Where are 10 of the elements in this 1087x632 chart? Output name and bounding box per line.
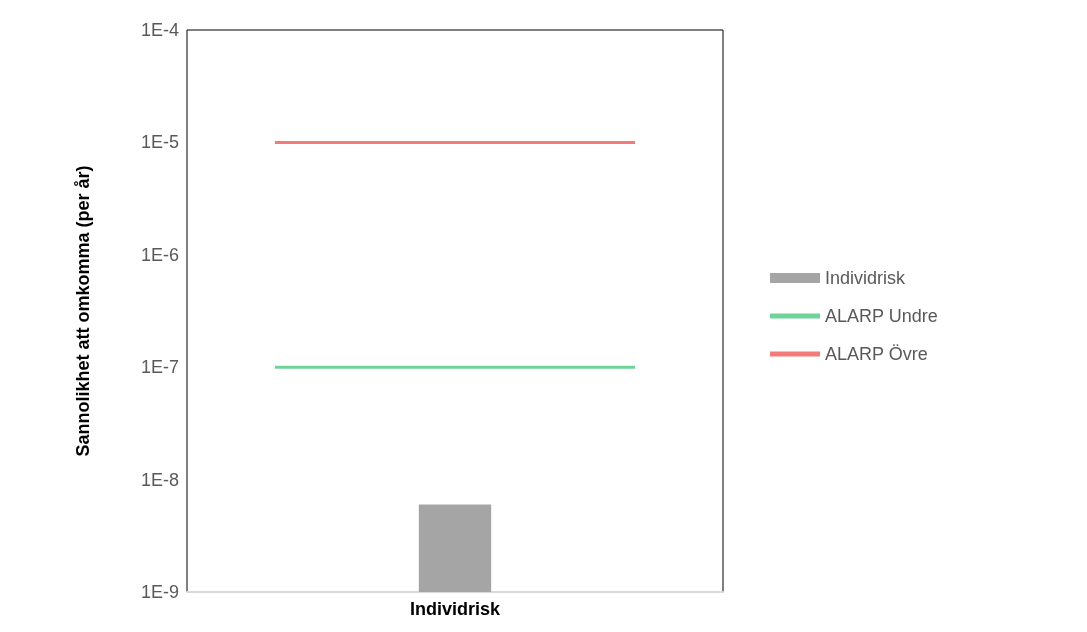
y-tick-label: 1E-6 <box>140 244 179 265</box>
legend-label: ALARP Undre <box>825 306 938 326</box>
y-tick-label: 1E-8 <box>140 469 179 490</box>
y-tick-label: 1E-7 <box>140 357 179 378</box>
y-axis-title: Sannolikhet att omkomma (per år) <box>73 165 93 457</box>
y-tick-label: 1E-9 <box>140 582 179 602</box>
y-tick-label: 1E-5 <box>140 132 179 153</box>
legend-label: Individrisk <box>825 268 907 288</box>
legend-label: ALARP Övre <box>825 344 928 364</box>
y-tick-label: 1E-4 <box>140 20 179 40</box>
